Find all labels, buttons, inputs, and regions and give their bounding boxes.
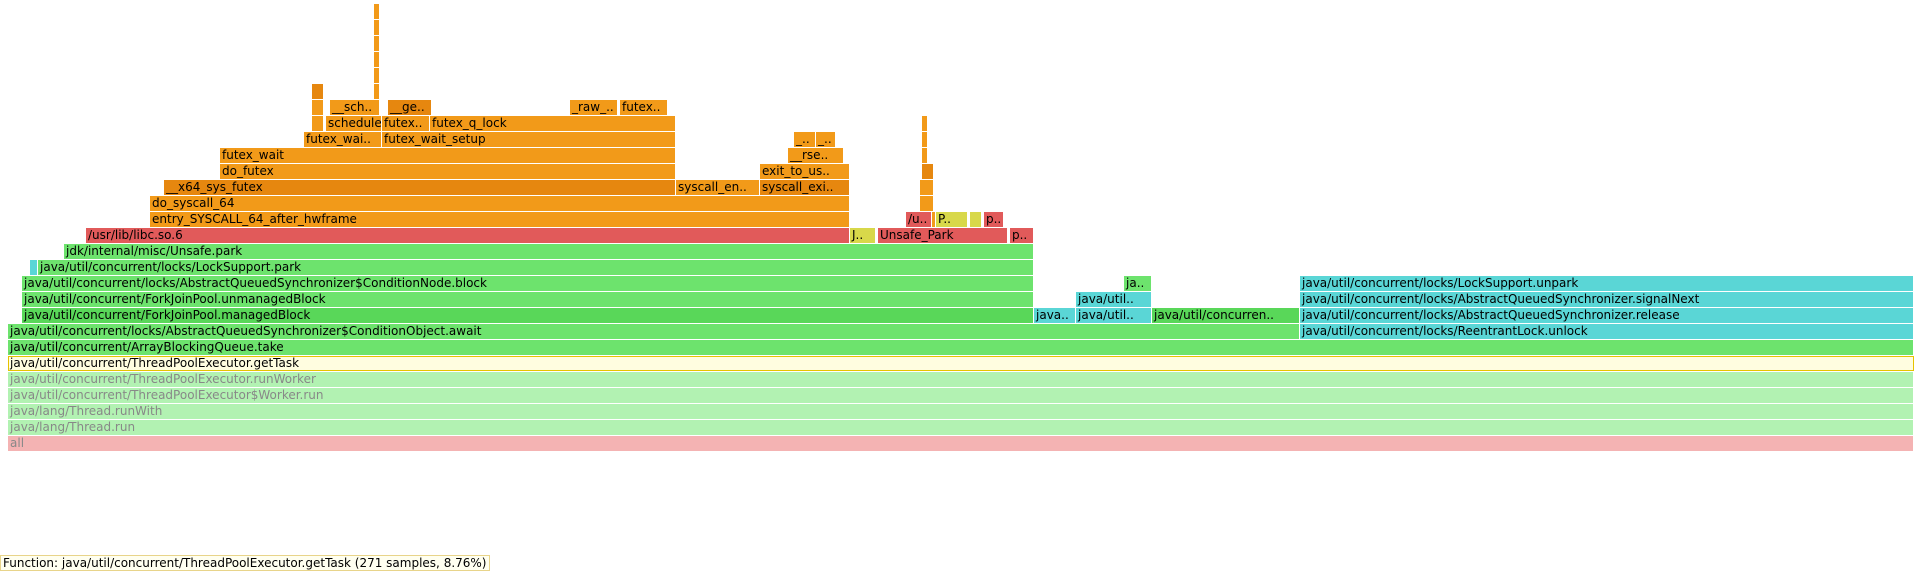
flame-frame[interactable]: java/util/concurrent/locks/ReentrantLock… xyxy=(1300,324,1914,339)
flame-frame[interactable]: java/util/concurren.. xyxy=(1152,308,1300,323)
flame-frame[interactable]: schedule xyxy=(326,116,382,131)
flame-frame[interactable]: jdk/internal/misc/Unsafe.park xyxy=(64,244,1034,259)
flame-frame[interactable]: __sch.. xyxy=(330,100,380,115)
flame-frame[interactable]: _.. xyxy=(816,132,836,147)
flame-frame[interactable]: exit_to_us.. xyxy=(760,164,850,179)
flame-frame[interactable] xyxy=(970,212,982,227)
flame-frame[interactable]: java/util/concurrent/locks/AbstractQueue… xyxy=(1300,292,1914,307)
flame-frame[interactable]: futex_wai.. xyxy=(304,132,382,147)
flame-frame[interactable]: java/util/concurrent/ThreadPoolExecutor.… xyxy=(8,372,1914,387)
flame-frame[interactable]: ja.. xyxy=(1124,276,1152,291)
flame-frame[interactable]: syscall_en.. xyxy=(676,180,760,195)
flame-frame[interactable]: _.. xyxy=(794,132,816,147)
flame-frame[interactable]: java/lang/Thread.run xyxy=(8,420,1914,435)
flame-frame[interactable]: futex_wait xyxy=(220,148,676,163)
flame-frame[interactable]: Unsafe_Park xyxy=(878,228,1008,243)
flame-frame[interactable]: futex_wait_setup xyxy=(382,132,676,147)
flame-frame[interactable]: entry_SYSCALL_64_after_hwframe xyxy=(150,212,850,227)
flame-frame[interactable] xyxy=(374,20,380,35)
flame-frame[interactable] xyxy=(374,100,380,115)
flame-frame[interactable]: p.. xyxy=(984,212,1004,227)
flame-frame[interactable]: java/util/concurrent/ArrayBlockingQueue.… xyxy=(8,340,1914,355)
flame-frame[interactable]: java/util/concurrent/ThreadPoolExecutor$… xyxy=(8,388,1914,403)
flame-frame[interactable]: futex_q_lock xyxy=(430,116,676,131)
flame-frame[interactable] xyxy=(920,196,934,211)
flame-frame[interactable]: J.. xyxy=(850,228,876,243)
status-bar: Function: java/util/concurrent/ThreadPoo… xyxy=(0,555,490,571)
flame-frame[interactable]: futex.. xyxy=(620,100,668,115)
flame-frame[interactable] xyxy=(312,100,324,115)
flame-frame[interactable]: /usr/lib/libc.so.6 xyxy=(86,228,850,243)
flame-frame[interactable]: __x64_sys_futex xyxy=(164,180,676,195)
flame-frame[interactable]: java/util.. xyxy=(1076,292,1152,307)
flame-frame[interactable] xyxy=(374,4,380,19)
flame-frame[interactable] xyxy=(922,148,928,163)
flame-frame[interactable]: java/util/concurrent/ForkJoinPool.unmana… xyxy=(22,292,1034,307)
flame-frame[interactable] xyxy=(312,116,324,131)
flame-graph: all java/lang/Thread.run java/lang/Thread.… xyxy=(8,4,1914,451)
flame-frame[interactable]: java/util/concurrent/locks/AbstractQueue… xyxy=(22,276,1034,291)
flame-frame[interactable] xyxy=(312,84,324,99)
flame-frame[interactable]: __ge.. xyxy=(388,100,432,115)
status-text: Function: java/util/concurrent/ThreadPoo… xyxy=(3,556,487,570)
flame-frame[interactable]: p.. xyxy=(1010,228,1034,243)
flame-frame[interactable]: all xyxy=(8,436,1914,451)
flame-frame[interactable]: do_futex xyxy=(220,164,676,179)
flame-frame[interactable]: syscall_exi.. xyxy=(760,180,850,195)
flame-frame[interactable]: java/util/concurrent/locks/LockSupport.p… xyxy=(38,260,1034,275)
flame-frame[interactable]: java/util.. xyxy=(1076,308,1152,323)
flame-frame[interactable]: P.. xyxy=(936,212,968,227)
flame-frame[interactable]: java/util/concurrent/locks/AbstractQueue… xyxy=(8,324,1300,339)
flame-frame[interactable] xyxy=(374,68,380,83)
flame-frame[interactable] xyxy=(922,116,928,131)
flame-frame[interactable]: /u.. xyxy=(906,212,932,227)
flame-frame[interactable] xyxy=(30,260,38,275)
flame-frame[interactable]: do_syscall_64 xyxy=(150,196,850,211)
flame-frame[interactable] xyxy=(922,132,928,147)
flame-frame[interactable] xyxy=(932,212,936,227)
flame-frame[interactable]: _raw_.. xyxy=(570,100,618,115)
flame-frame[interactable]: java/lang/Thread.runWith xyxy=(8,404,1914,419)
flame-frame[interactable] xyxy=(920,180,934,195)
flame-frame[interactable]: java/util/concurrent/locks/LockSupport.u… xyxy=(1300,276,1914,291)
flame-frame[interactable]: futex.. xyxy=(382,116,430,131)
flame-frame[interactable]: java.. xyxy=(1034,308,1076,323)
flame-frame[interactable] xyxy=(922,164,934,179)
flame-frame[interactable]: java/util/concurrent/ThreadPoolExecutor.… xyxy=(8,356,1914,371)
flame-frame[interactable]: __rse.. xyxy=(788,148,844,163)
flame-frame[interactable] xyxy=(374,52,380,67)
flame-frame[interactable] xyxy=(374,84,380,99)
flame-frame[interactable] xyxy=(374,36,380,51)
flame-frame[interactable]: java/util/concurrent/locks/AbstractQueue… xyxy=(1300,308,1914,323)
flame-frame[interactable]: java/util/concurrent/ForkJoinPool.manage… xyxy=(22,308,1034,323)
